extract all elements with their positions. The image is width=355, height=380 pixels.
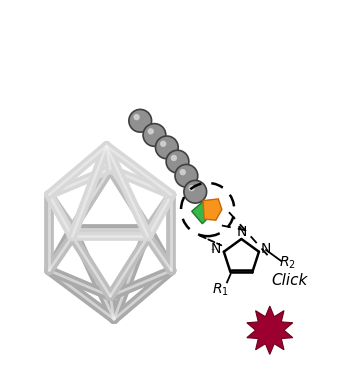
- Text: ⁻: ⁻: [210, 246, 214, 255]
- Circle shape: [143, 124, 166, 146]
- Circle shape: [189, 185, 195, 191]
- Text: N: N: [211, 242, 221, 256]
- Text: Click: Click: [271, 273, 307, 288]
- Circle shape: [171, 155, 177, 161]
- Circle shape: [160, 141, 166, 147]
- Circle shape: [166, 150, 189, 173]
- Circle shape: [148, 128, 154, 135]
- Circle shape: [175, 165, 198, 187]
- Circle shape: [129, 109, 152, 132]
- Circle shape: [133, 114, 140, 120]
- Circle shape: [180, 169, 186, 175]
- Polygon shape: [203, 199, 222, 220]
- Text: $R_1$: $R_1$: [212, 281, 229, 298]
- Text: N: N: [236, 225, 247, 239]
- Polygon shape: [247, 306, 293, 355]
- Circle shape: [155, 136, 178, 159]
- Circle shape: [184, 180, 207, 203]
- Text: N: N: [260, 242, 271, 256]
- Polygon shape: [192, 201, 213, 224]
- Text: $R_2$: $R_2$: [279, 255, 296, 271]
